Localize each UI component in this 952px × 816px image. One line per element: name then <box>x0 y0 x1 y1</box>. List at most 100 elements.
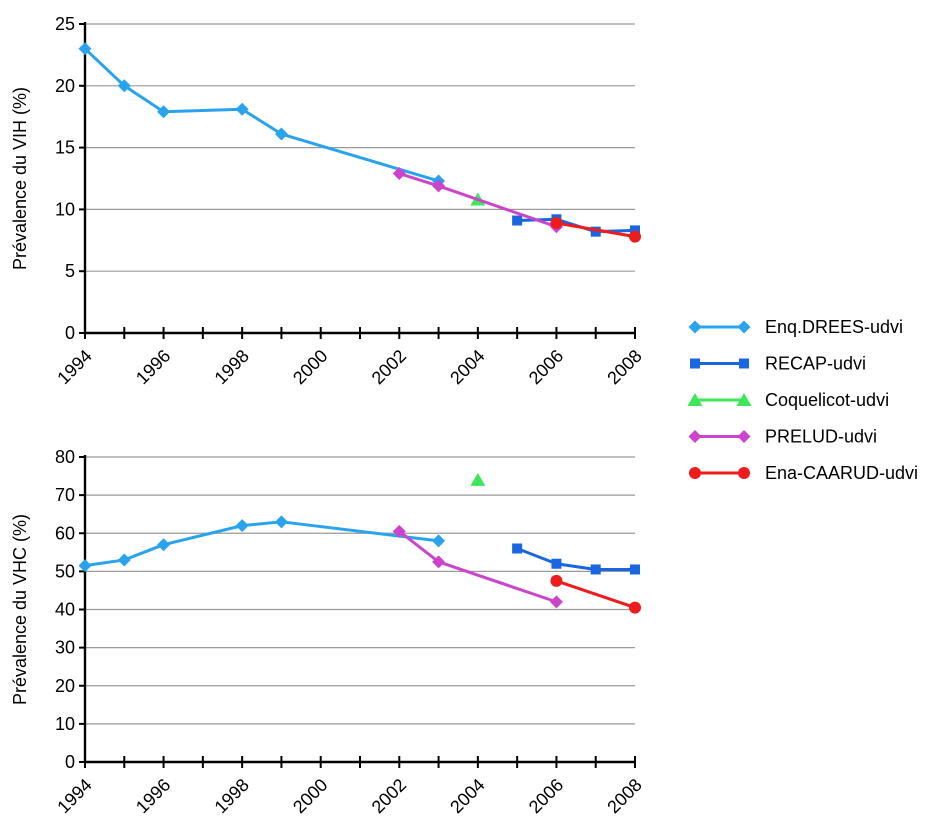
hcv-point-enq-drees-udvi-1994 <box>78 559 92 573</box>
hiv-x-tick-label-2006: 2006 <box>525 346 567 388</box>
hcv-point-prelud-udvi-2003 <box>432 555 446 569</box>
legend-item-ena-caarud-udvi: Ena-CAARUD-udvi <box>689 463 918 483</box>
hcv-point-enq-drees-udvi-1998 <box>235 519 249 533</box>
hiv-y-tick-label-20: 20 <box>55 76 75 96</box>
hiv-line-ena-caarud-udvi <box>556 221 636 239</box>
hcv-point-recap-udvi-2006 <box>551 558 562 569</box>
hiv-x-tick-label-2002: 2002 <box>368 346 410 388</box>
hiv-point-prelud-udvi-2002 <box>392 167 406 181</box>
hiv-point-recap-udvi-2008 <box>630 225 640 236</box>
hcv-x-tick-label-2002: 2002 <box>368 775 410 816</box>
legend-marker-left-prelud-udvi <box>688 430 702 443</box>
hiv-point-recap-udvi-2005 <box>512 215 523 226</box>
hcv-y-tick-label-0: 0 <box>65 752 75 772</box>
hcv-y-tick-label-30: 30 <box>55 638 75 658</box>
hcv-y-axis-label: Prévalence du VHC (%) <box>10 514 30 705</box>
hcv-line-prelud-udvi <box>398 530 557 604</box>
hcv-line-recap-udvi <box>516 547 635 571</box>
legend-marker-left-coquelicot-udvi <box>687 393 703 406</box>
hcv-point-coquelicot-udvi-2004 <box>470 472 486 486</box>
hcv-series-recap-udvi <box>512 543 640 575</box>
hcv-x-tick-label-1998: 1998 <box>211 775 253 816</box>
hcv-y-tick-label-20: 20 <box>55 676 75 696</box>
legend-marker-right-ena-caarud-udvi <box>738 467 750 479</box>
hcv-x-tick-label-2000: 2000 <box>289 775 331 816</box>
hiv-line-prelud-udvi <box>398 172 557 229</box>
hcv-point-recap-udvi-2007 <box>590 564 601 575</box>
hiv-point-enq-drees-udvi-1995 <box>117 79 131 93</box>
hcv-point-ena-caarud-udvi-2008 <box>629 601 641 614</box>
hcv-point-enq-drees-udvi-1999 <box>274 515 288 529</box>
hcv-y-tick-label-80: 80 <box>55 447 75 467</box>
hcv-series-coquelicot-udvi <box>470 472 486 486</box>
hiv-x-tick-label-1996: 1996 <box>132 346 174 388</box>
hcv-line-enq-drees-udvi <box>84 520 439 568</box>
hiv-y-tick-label-0: 0 <box>65 323 75 343</box>
hcv-y-tick-label-60: 60 <box>55 523 75 543</box>
hcv-y-tick-label-70: 70 <box>55 485 75 505</box>
hcv-point-enq-drees-udvi-1996 <box>157 538 171 552</box>
hcv-point-recap-udvi-2008 <box>630 564 640 575</box>
hiv-x-tick-label-1998: 1998 <box>211 346 253 388</box>
legend-item-recap-udvi: RECAP-udvi <box>690 354 866 374</box>
legend-label-prelud-udvi: PRELUD-udvi <box>765 427 877 447</box>
hiv-y-tick-label-10: 10 <box>55 199 75 219</box>
hiv-point-ena-caarud-udvi-2008 <box>629 230 641 243</box>
hcv-point-recap-udvi-2005 <box>512 543 523 554</box>
legend-label-ena-caarud-udvi: Ena-CAARUD-udvi <box>765 463 918 483</box>
hcv-x-tick-label-2008: 2008 <box>603 775 645 816</box>
hcv-series-ena-caarud-udvi <box>550 574 641 614</box>
hcv-x-tick-label-2004: 2004 <box>446 775 488 816</box>
hiv-point-enq-drees-udvi-1994 <box>78 42 92 56</box>
hcv-x-tick-label-1994: 1994 <box>53 775 95 816</box>
legend-marker-right-recap-udvi <box>739 358 749 369</box>
hiv-point-enq-drees-udvi-1996 <box>157 105 171 119</box>
hcv-x-tick-label-1996: 1996 <box>132 775 174 816</box>
hcv-point-enq-drees-udvi-2003 <box>432 534 446 548</box>
hiv-point-prelud-udvi-2003 <box>432 179 446 193</box>
legend-marker-right-coquelicot-udvi <box>736 393 752 406</box>
hiv-y-axis-label: Prévalence du VIH (%) <box>10 87 30 270</box>
hcv-point-prelud-udvi-2002 <box>392 524 406 538</box>
hiv-x-tick-label-2004: 2004 <box>446 346 488 388</box>
hiv-point-enq-drees-udvi-1998 <box>235 102 249 116</box>
legend-item-prelud-udvi: PRELUD-udvi <box>688 427 877 447</box>
hcv-prevalence-chart: 0 10 20 30 40 50 60 70 80 1994 1996 1998 2000 2002 200… <box>10 447 646 816</box>
hiv-y-tick-label-15: 15 <box>55 138 75 158</box>
legend: Enq.DREES-udvi RECAP-udvi Coquelicot-udvi P… <box>687 317 918 483</box>
hiv-x-tick-label-2008: 2008 <box>603 346 645 388</box>
hcv-series-enq-drees-udvi <box>78 515 446 573</box>
legend-marker-left-enq-drees-udvi <box>688 320 702 334</box>
legend-label-coquelicot-udvi: Coquelicot-udvi <box>765 390 889 410</box>
hcv-line-ena-caarud-udvi <box>555 579 636 610</box>
hcv-y-tick-label-40: 40 <box>55 600 75 620</box>
hcv-point-prelud-udvi-2006 <box>549 595 563 609</box>
hiv-y-tick-label-25: 25 <box>55 14 75 34</box>
legend-marker-left-recap-udvi <box>690 358 700 369</box>
legend-marker-right-prelud-udvi <box>737 430 751 443</box>
legend-item-enq-drees-udvi: Enq.DREES-udvi <box>688 317 903 337</box>
hiv-prevalence-chart: 0 5 10 15 20 25 1994 1996 1998 2000 2002 2004 2006 20… <box>10 14 646 388</box>
legend-marker-right-enq-drees-udvi <box>737 320 751 334</box>
legend-marker-left-ena-caarud-udvi <box>689 467 701 479</box>
hcv-point-enq-drees-udvi-1995 <box>117 553 131 567</box>
hcv-point-ena-caarud-udvi-2006 <box>550 574 563 587</box>
hcv-y-tick-label-10: 10 <box>55 714 75 734</box>
hiv-series-enq-drees-udvi <box>78 42 446 188</box>
hcv-series-prelud-udvi <box>392 524 563 609</box>
hiv-point-enq-drees-udvi-1999 <box>274 127 288 141</box>
hiv-line-enq-drees-udvi <box>83 47 440 183</box>
hcv-y-tick-label-50: 50 <box>55 561 75 581</box>
hcv-x-tick-label-2006: 2006 <box>525 775 567 816</box>
hiv-series-prelud-udvi <box>392 167 563 234</box>
legend-label-enq-drees-udvi: Enq.DREES-udvi <box>765 317 903 337</box>
hiv-series-ena-caarud-udvi <box>550 216 641 243</box>
hiv-y-tick-label-5: 5 <box>65 261 75 281</box>
legend-item-coquelicot-udvi: Coquelicot-udvi <box>687 390 889 410</box>
hiv-point-ena-caarud-udvi-2006 <box>550 216 563 229</box>
hiv-point-recap-udvi-2007 <box>590 226 601 237</box>
hiv-x-tick-label-1994: 1994 <box>53 346 95 388</box>
hiv-x-tick-label-2000: 2000 <box>289 346 331 388</box>
